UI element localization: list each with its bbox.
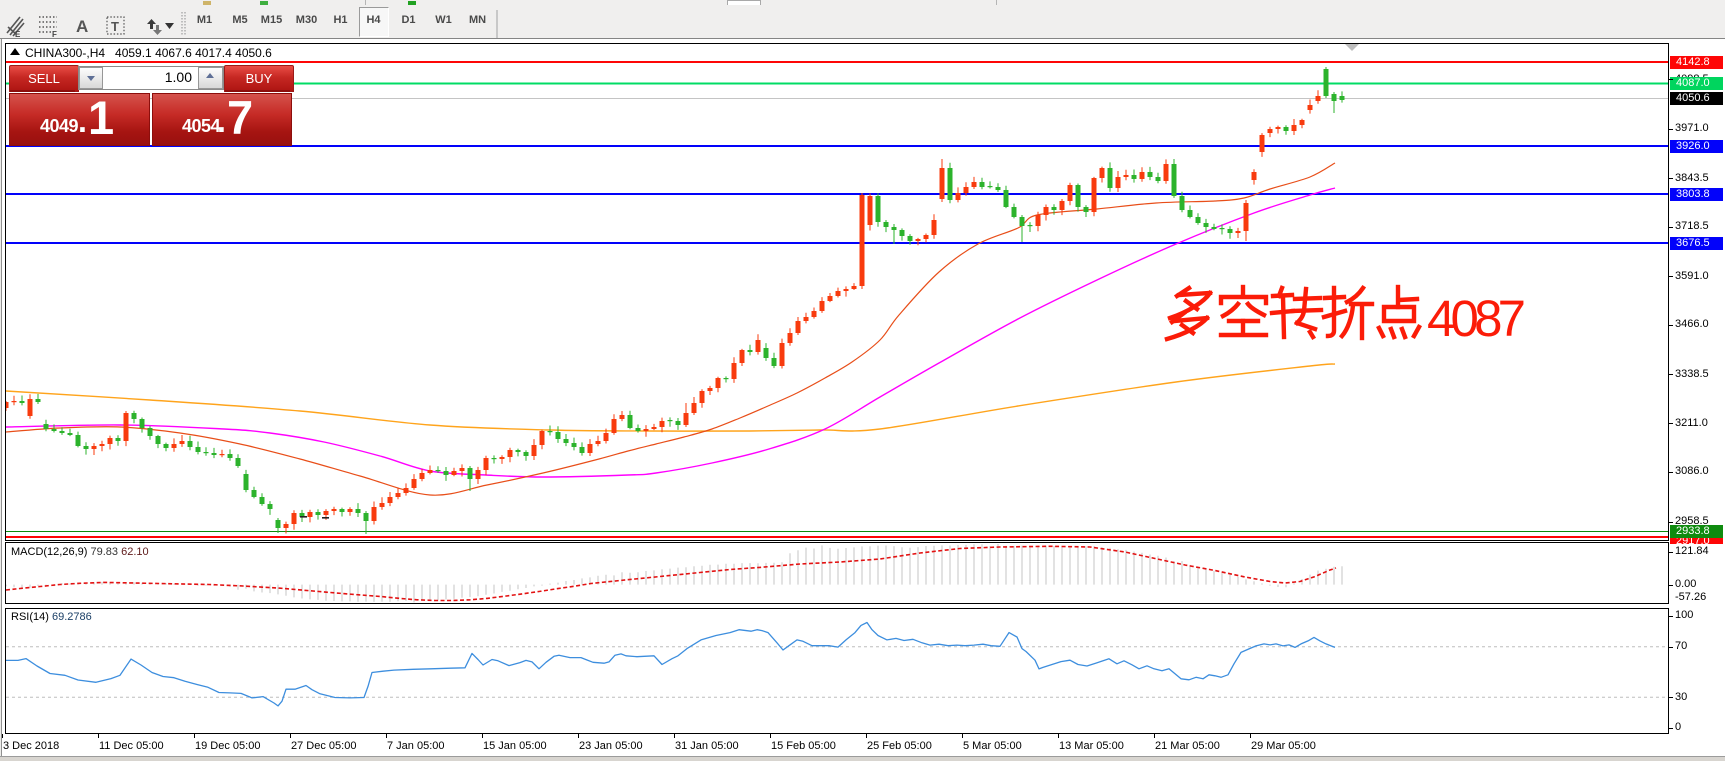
svg-text:E: E: [15, 30, 21, 38]
svg-text:T: T: [111, 19, 119, 34]
svg-text:4087: 4087: [1427, 290, 1526, 347]
svg-text:A: A: [76, 17, 88, 36]
svg-text:F: F: [52, 30, 57, 38]
